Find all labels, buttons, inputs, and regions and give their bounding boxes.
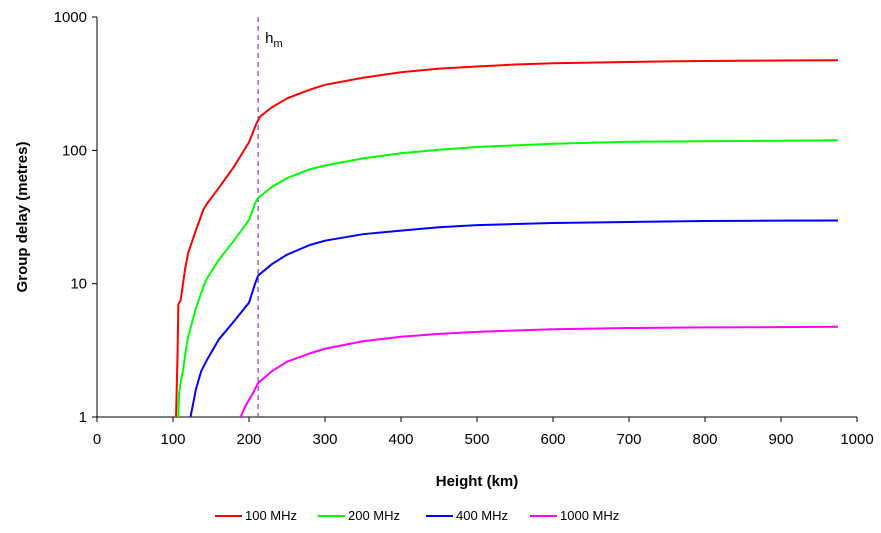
legend: 100 MHz 200 MHz 400 MHz 1000 MHz <box>215 508 619 523</box>
y-tick-label: 1000 <box>54 9 87 26</box>
y-tick-label: 1 <box>79 409 87 426</box>
x-tick-label: 600 <box>540 431 565 448</box>
axes: 0 100 200 300 400 500 600 700 800 900 1000 1 10 100 10… <box>54 9 874 448</box>
x-axis-title: Height (km) <box>436 473 519 490</box>
annotation-layer: hm <box>257 17 283 417</box>
series-layer <box>175 59 839 418</box>
y-tick-label: 100 <box>62 142 87 159</box>
x-tick-label: 0 <box>93 431 101 448</box>
x-tick-label: 200 <box>236 431 261 448</box>
series-line-400-mhz <box>189 219 839 418</box>
series-line-1000-mhz <box>239 325 839 418</box>
legend-label-200-mhz: 200 MHz <box>348 508 400 523</box>
series-line-200-mhz <box>177 139 839 418</box>
y-axis-title: Group delay (metres) <box>14 142 31 293</box>
series-line-100-mhz <box>175 59 839 418</box>
legend-label-1000-mhz: 1000 MHz <box>560 508 619 523</box>
x-tick-label: 800 <box>692 431 717 448</box>
x-tick-label: 900 <box>768 431 793 448</box>
legend-label-100-mhz: 100 MHz <box>245 508 297 523</box>
x-tick-label: 300 <box>312 431 337 448</box>
x-tick-label: 500 <box>464 431 489 448</box>
x-tick-label: 700 <box>616 431 641 448</box>
x-tick-label: 100 <box>160 431 185 448</box>
x-tick-label: 400 <box>388 431 413 448</box>
y-tick-label: 10 <box>70 276 87 293</box>
legend-label-400-mhz: 400 MHz <box>456 508 508 523</box>
hm-label: hm <box>265 30 283 50</box>
x-tick-label: 1000 <box>840 431 873 448</box>
